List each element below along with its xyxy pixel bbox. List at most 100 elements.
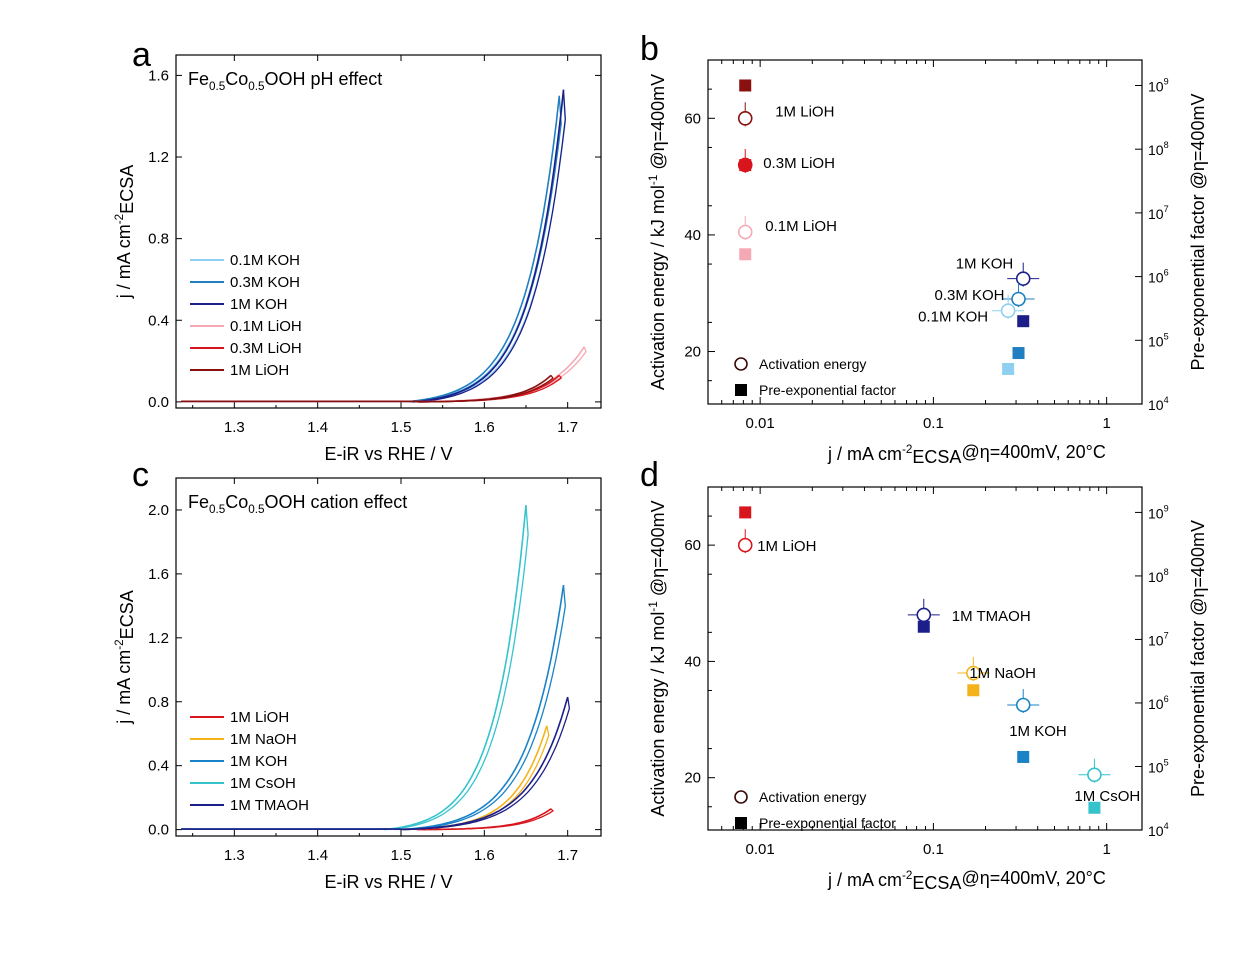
y2-tick-label-part: 7 bbox=[1164, 204, 1169, 214]
y-tick-label: 40 bbox=[684, 227, 701, 244]
activation-energy-point bbox=[737, 111, 753, 126]
y2-tick-label-part: 6 bbox=[1164, 268, 1169, 278]
x-tick-label: 1 bbox=[1102, 841, 1110, 858]
activation-energy-point bbox=[1011, 291, 1026, 307]
y-axis-label-part: j / mA cm bbox=[114, 650, 134, 725]
y2-tick-label-part: 8 bbox=[1164, 567, 1169, 577]
x-tick-label: 1.4 bbox=[307, 847, 328, 864]
y-axis-label: Activation energy / kJ mol-1 @η=400mV bbox=[647, 500, 668, 816]
panel-title-part: OOH pH effect bbox=[265, 69, 383, 89]
y2-tick-label-part: 5 bbox=[1164, 331, 1169, 341]
y2-tick-label-part: 7 bbox=[1164, 630, 1169, 640]
x-axis-label: E-iR vs RHE / V bbox=[324, 444, 452, 464]
panel-letter-a: a bbox=[132, 36, 151, 74]
point-label: 0.1M LiOH bbox=[765, 218, 837, 235]
activation-energy-point bbox=[737, 537, 753, 553]
x-tick-label: 1.7 bbox=[557, 847, 578, 864]
y-axis-label-part: ECSA bbox=[117, 590, 137, 639]
y-axis-label-part: ECSA bbox=[117, 165, 137, 214]
y-tick-label: 0.4 bbox=[148, 312, 169, 329]
y2-tick-label-part: 10 bbox=[1148, 78, 1164, 94]
activation-energy-point bbox=[1000, 303, 1016, 319]
x-tick-label: 1.3 bbox=[224, 419, 245, 436]
legend-label: Activation energy bbox=[759, 789, 866, 805]
y-axis-label: j / mA cm-2ECSA bbox=[113, 165, 137, 299]
point-label: 1M KOH bbox=[1009, 723, 1067, 740]
y2-tick-label: 107 bbox=[1148, 630, 1169, 648]
y-axis-label-part: @η=400mV bbox=[648, 500, 668, 601]
panel-title-part: 0.5 bbox=[248, 503, 265, 516]
y-axis-label-part: -1 bbox=[647, 601, 660, 611]
x-axis-label: j / mA cm-2ECSA@η=400mV, 20°C bbox=[827, 868, 1106, 893]
y-tick-label: 0.8 bbox=[148, 694, 169, 711]
x-axis-label-part: -2 bbox=[902, 869, 912, 882]
y2-tick-label: 105 bbox=[1148, 757, 1169, 775]
panel-letter-b: b bbox=[640, 30, 659, 68]
series-line-1M-KOH bbox=[181, 584, 565, 831]
activation-energy-point bbox=[1087, 767, 1102, 783]
y2-tick-label: 107 bbox=[1148, 204, 1169, 222]
y2-tick-label-part: 9 bbox=[1164, 76, 1169, 86]
y-tick-label: 1.2 bbox=[148, 149, 169, 166]
y2-tick-label-part: 10 bbox=[1148, 696, 1164, 712]
point-label: 0.3M KOH bbox=[934, 287, 1004, 304]
x-tick-label: 0.01 bbox=[746, 841, 775, 858]
plot-frame bbox=[175, 477, 602, 837]
y-tick-label: 0.0 bbox=[148, 822, 169, 839]
legend-square bbox=[735, 817, 747, 829]
panel-title-part: 0.5 bbox=[209, 503, 226, 516]
point-label: 1M NaOH bbox=[969, 665, 1036, 682]
legend-label: 1M LiOH bbox=[230, 709, 289, 726]
panel-title-part: Fe bbox=[188, 69, 209, 89]
pre-exponential-point bbox=[739, 79, 752, 92]
y2-tick-label-part: 6 bbox=[1164, 694, 1169, 704]
x-axis-label-part: j / mA cm bbox=[827, 444, 902, 464]
panel-a: 1.3 1.4 1.5 1.6 1.7 0.0 0.4 0.8 1.2 1.6 E-iR vs RH… bbox=[113, 54, 602, 464]
y2-tick-label-part: 10 bbox=[1148, 397, 1164, 413]
legend-label: 0.3M LiOH bbox=[230, 340, 302, 357]
activation-energy-point bbox=[737, 224, 753, 240]
panel-title-part: 0.5 bbox=[209, 80, 226, 93]
y2-axis-label: Pre-exponential factor @η=400mV bbox=[1188, 520, 1208, 797]
x-axis-label-part: @η=400mV, 20°C bbox=[961, 868, 1105, 888]
x-axis-label-part: ECSA bbox=[912, 873, 961, 893]
activation-energy-point bbox=[1015, 271, 1031, 286]
y-tick-label: 0.0 bbox=[148, 394, 169, 411]
legend-label: 1M NaOH bbox=[230, 731, 297, 748]
y-tick-label: 2.0 bbox=[148, 502, 169, 519]
y-axis-label-part: @η=400mV bbox=[648, 74, 668, 175]
y2-tick-label-part: 10 bbox=[1148, 333, 1164, 349]
panel-letter-d: d bbox=[640, 456, 659, 494]
y2-tick-label-part: 10 bbox=[1148, 505, 1164, 521]
legend-label: Pre-exponential factor bbox=[759, 382, 896, 398]
x-tick-label: 1.4 bbox=[307, 419, 328, 436]
pre-exponential-point bbox=[1017, 750, 1030, 763]
legend-label: 1M TMAOH bbox=[230, 797, 309, 814]
y-axis-label-part: j / mA cm bbox=[114, 224, 134, 299]
legend-label: 1M LiOH bbox=[230, 362, 289, 379]
pre-exponential-point bbox=[739, 506, 752, 519]
y-tick-label: 60 bbox=[684, 537, 701, 554]
legend-label: 1M CsOH bbox=[230, 775, 296, 792]
point-label: 1M CsOH bbox=[1074, 788, 1140, 805]
pre-exponential-point bbox=[1012, 347, 1025, 360]
point-label: 0.1M KOH bbox=[918, 309, 988, 326]
activation-energy-point bbox=[966, 665, 981, 681]
pre-exponential-point bbox=[1088, 801, 1101, 814]
legend-square bbox=[735, 384, 747, 396]
y-tick-label: 40 bbox=[684, 653, 701, 670]
panel-title-part: Co bbox=[225, 492, 248, 512]
y2-tick-label-part: 8 bbox=[1164, 140, 1169, 150]
x-tick-label: 1.5 bbox=[391, 419, 412, 436]
pre-exponential-point bbox=[967, 684, 980, 697]
legend-label: 0.1M KOH bbox=[230, 252, 300, 269]
activation-energy-point bbox=[1015, 697, 1031, 713]
y-tick-label: 1.6 bbox=[148, 67, 169, 84]
y2-tick-label-part: 10 bbox=[1148, 569, 1164, 585]
point-label: 1M LiOH bbox=[757, 538, 816, 555]
x-tick-label: 0.01 bbox=[746, 415, 775, 432]
y-tick-label: 1.6 bbox=[148, 566, 169, 583]
x-tick-label: 0.1 bbox=[923, 415, 944, 432]
panel-title-part: OOH cation effect bbox=[265, 492, 408, 512]
